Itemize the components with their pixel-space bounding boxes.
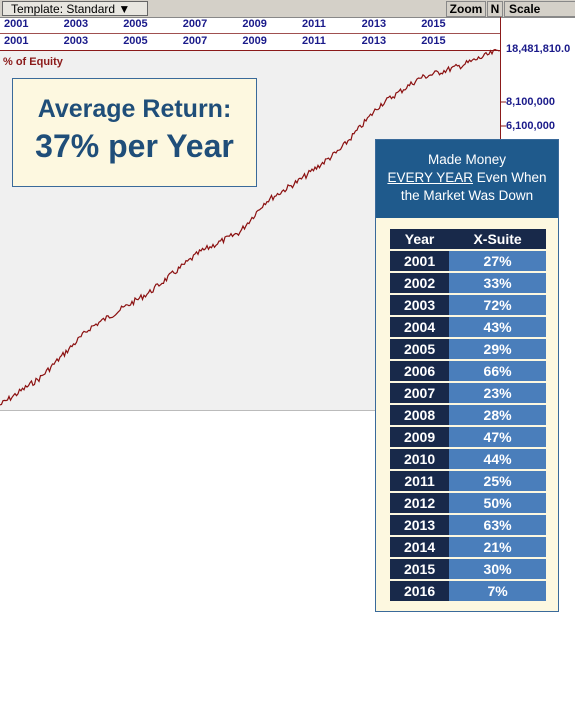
year-cell: 2006 [390,361,450,381]
heading-line: Made Money [427,152,507,167]
equity-plot [0,48,506,406]
year-label: 2003 [63,18,89,30]
table-row: 2009 47% [390,427,546,447]
table-row: 2004 43% [390,317,546,337]
year-cell: 2011 [390,471,450,491]
return-cell: 50% [449,493,546,513]
year-cell: 2003 [390,295,450,315]
year-cell: 2002 [390,273,450,293]
year-label: 2011 [302,18,326,30]
return-cell: 43% [449,317,546,337]
scale-divider [500,17,501,145]
year-cell: 2004 [390,317,450,337]
table-row: 2012 50% [390,493,546,513]
year-cell: 2005 [390,339,450,359]
divider [0,50,500,51]
header-cell: X-Suite [449,229,546,249]
table-row: 2005 29% [390,339,546,359]
header-cell: Year [390,229,450,249]
year-cell: 2010 [390,449,450,469]
table-row: 2007 23% [390,383,546,403]
year-label: 2007 [182,18,208,30]
year-cell: 2016 [390,581,450,601]
year-cell: 2008 [390,405,450,425]
year-cell: 2013 [390,515,450,535]
heading-line: EVERY YEAR Even When [376,169,558,187]
return-cell: 23% [449,383,546,403]
table-row: 2003 72% [390,295,546,315]
year-label: 2011 [302,35,326,47]
panel: Made Money EVERY YEAR Even When the Mark… [375,139,559,612]
year-label: 2005 [123,18,148,30]
table-row: 2001 27% [390,251,546,271]
axis-label: % of Equity [3,56,63,68]
year-label: 2013 [361,18,387,30]
price-label: 8,100,000 [506,96,555,108]
return-cell: 29% [449,339,546,359]
returns-table: Year X-Suite 2001 27% 2002 33% 2003 72% 2004 43% 2… [390,227,546,603]
heading-emphasis: EVERY YEAR [387,170,473,185]
table-row: 2013 63% [390,515,546,535]
panel-heading: Made Money EVERY YEAR Even When the Mark… [376,140,558,218]
table-row: 2015 30% [390,559,546,579]
year-cell: 2001 [390,251,450,271]
return-cell: 47% [449,427,546,447]
callout-line2: 37% per Year [35,128,234,164]
return-cell: 33% [449,273,546,293]
year-label: 2001 [4,35,29,47]
table-header: Year X-Suite [390,229,546,249]
callout-line1: Average Return: [37,95,232,123]
callout: Average Return: 37% per Year [12,78,257,187]
template-label: Template: Standard [11,2,116,16]
table-row: 2006 66% [390,361,546,381]
return-cell: 28% [449,405,546,425]
return-cell: 27% [449,251,546,271]
heading-text: Even When [473,170,547,185]
scale-button[interactable]: Scale [504,1,575,17]
equity-curve [0,48,500,406]
zoom-button[interactable]: Zoom [446,1,486,17]
table-row: 2014 21% [390,537,546,557]
table-row: 2016 7% [390,581,546,601]
table-row: 2002 33% [390,273,546,293]
return-cell: 63% [449,515,546,535]
year-label: 2007 [182,35,208,47]
year-label: 2003 [63,35,89,47]
return-cell: 72% [449,295,546,315]
heading-line: the Market Was Down [400,188,534,203]
price-label: 6,100,000 [506,120,555,132]
return-cell: 21% [449,537,546,557]
divider [0,33,500,34]
return-cell: 25% [449,471,546,491]
year-label: 2013 [361,35,387,47]
year-label: 2005 [123,35,148,47]
year-cell: 2015 [390,559,450,579]
year-label: 2015 [421,35,446,47]
return-cell: 30% [449,559,546,579]
table-row: 2011 25% [390,471,546,491]
year-label: 2015 [421,18,446,30]
return-cell: 7% [449,581,546,601]
table-row: 2010 44% [390,449,546,469]
year-label: 2001 [4,18,29,30]
year-cell: 2014 [390,537,450,557]
year-cell: 2009 [390,427,450,447]
year-cell: 2007 [390,383,450,403]
table-row: 2008 28% [390,405,546,425]
return-cell: 44% [449,449,546,469]
year-cell: 2012 [390,493,450,513]
return-cell: 66% [449,361,546,381]
n-button[interactable]: N [487,1,503,17]
year-label: 2009 [242,35,267,47]
template-dropdown[interactable]: Template: Standard ▼ [2,1,148,16]
year-label: 2009 [242,18,267,30]
price-label: 18,481,810.0 [506,43,571,55]
